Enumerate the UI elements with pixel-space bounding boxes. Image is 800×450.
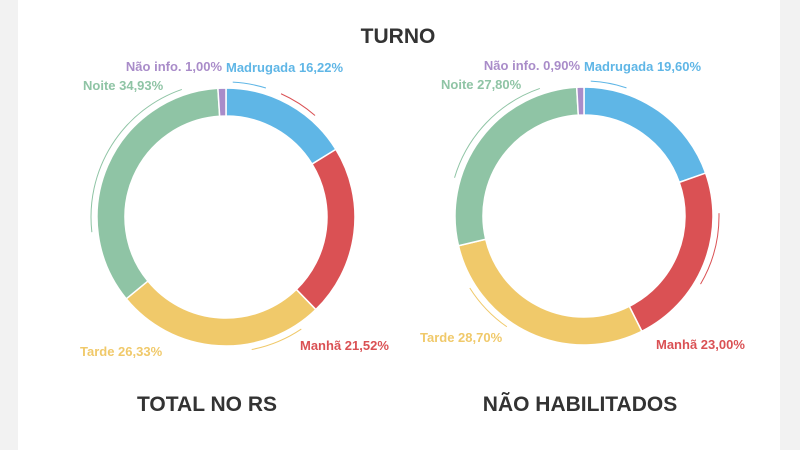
donut-slice-tarde[interactable]	[125, 279, 317, 347]
label-bracket	[232, 81, 267, 89]
donut-slice-madrugada[interactable]	[583, 86, 707, 184]
slice-label: Madrugada 19,60%	[584, 59, 701, 74]
label-bracket	[90, 88, 183, 233]
donut-slice-madrugada[interactable]	[225, 87, 337, 166]
slice-label: Tarde 26,33%	[80, 344, 163, 359]
chart-card	[18, 0, 780, 450]
slice-label: Madrugada 16,22%	[226, 60, 343, 75]
donut-slice-noite[interactable]	[96, 87, 221, 300]
label-bracket	[590, 80, 627, 89]
label-bracket	[454, 87, 541, 178]
label-bracket	[700, 213, 720, 285]
slice-label: Manhã 21,52%	[300, 338, 389, 353]
slice-label: Tarde 28,70%	[420, 330, 503, 345]
donut-slice-noinfo[interactable]	[575, 86, 585, 116]
slice-label: Noite 27,80%	[441, 77, 522, 92]
donut-slice-noite[interactable]	[454, 86, 580, 247]
slice-label: Não info. 1,00%	[126, 59, 223, 74]
donut-slice-manh[interactable]	[295, 148, 356, 311]
chart-subtitle-nao-habilitados: NÃO HABILITADOS	[483, 393, 677, 416]
donut-slice-noinfo[interactable]	[217, 87, 227, 117]
label-bracket	[251, 328, 302, 351]
label-bracket	[280, 93, 316, 116]
donut-slice-manh[interactable]	[628, 172, 714, 333]
slice-label: Não info. 0,90%	[484, 58, 581, 73]
chart-title: TURNO	[361, 25, 436, 48]
slice-label: Manhã 23,00%	[656, 337, 745, 352]
slice-label: Noite 34,93%	[83, 78, 164, 93]
chart-subtitle-total: TOTAL NO RS	[137, 393, 277, 416]
label-bracket	[469, 287, 508, 328]
